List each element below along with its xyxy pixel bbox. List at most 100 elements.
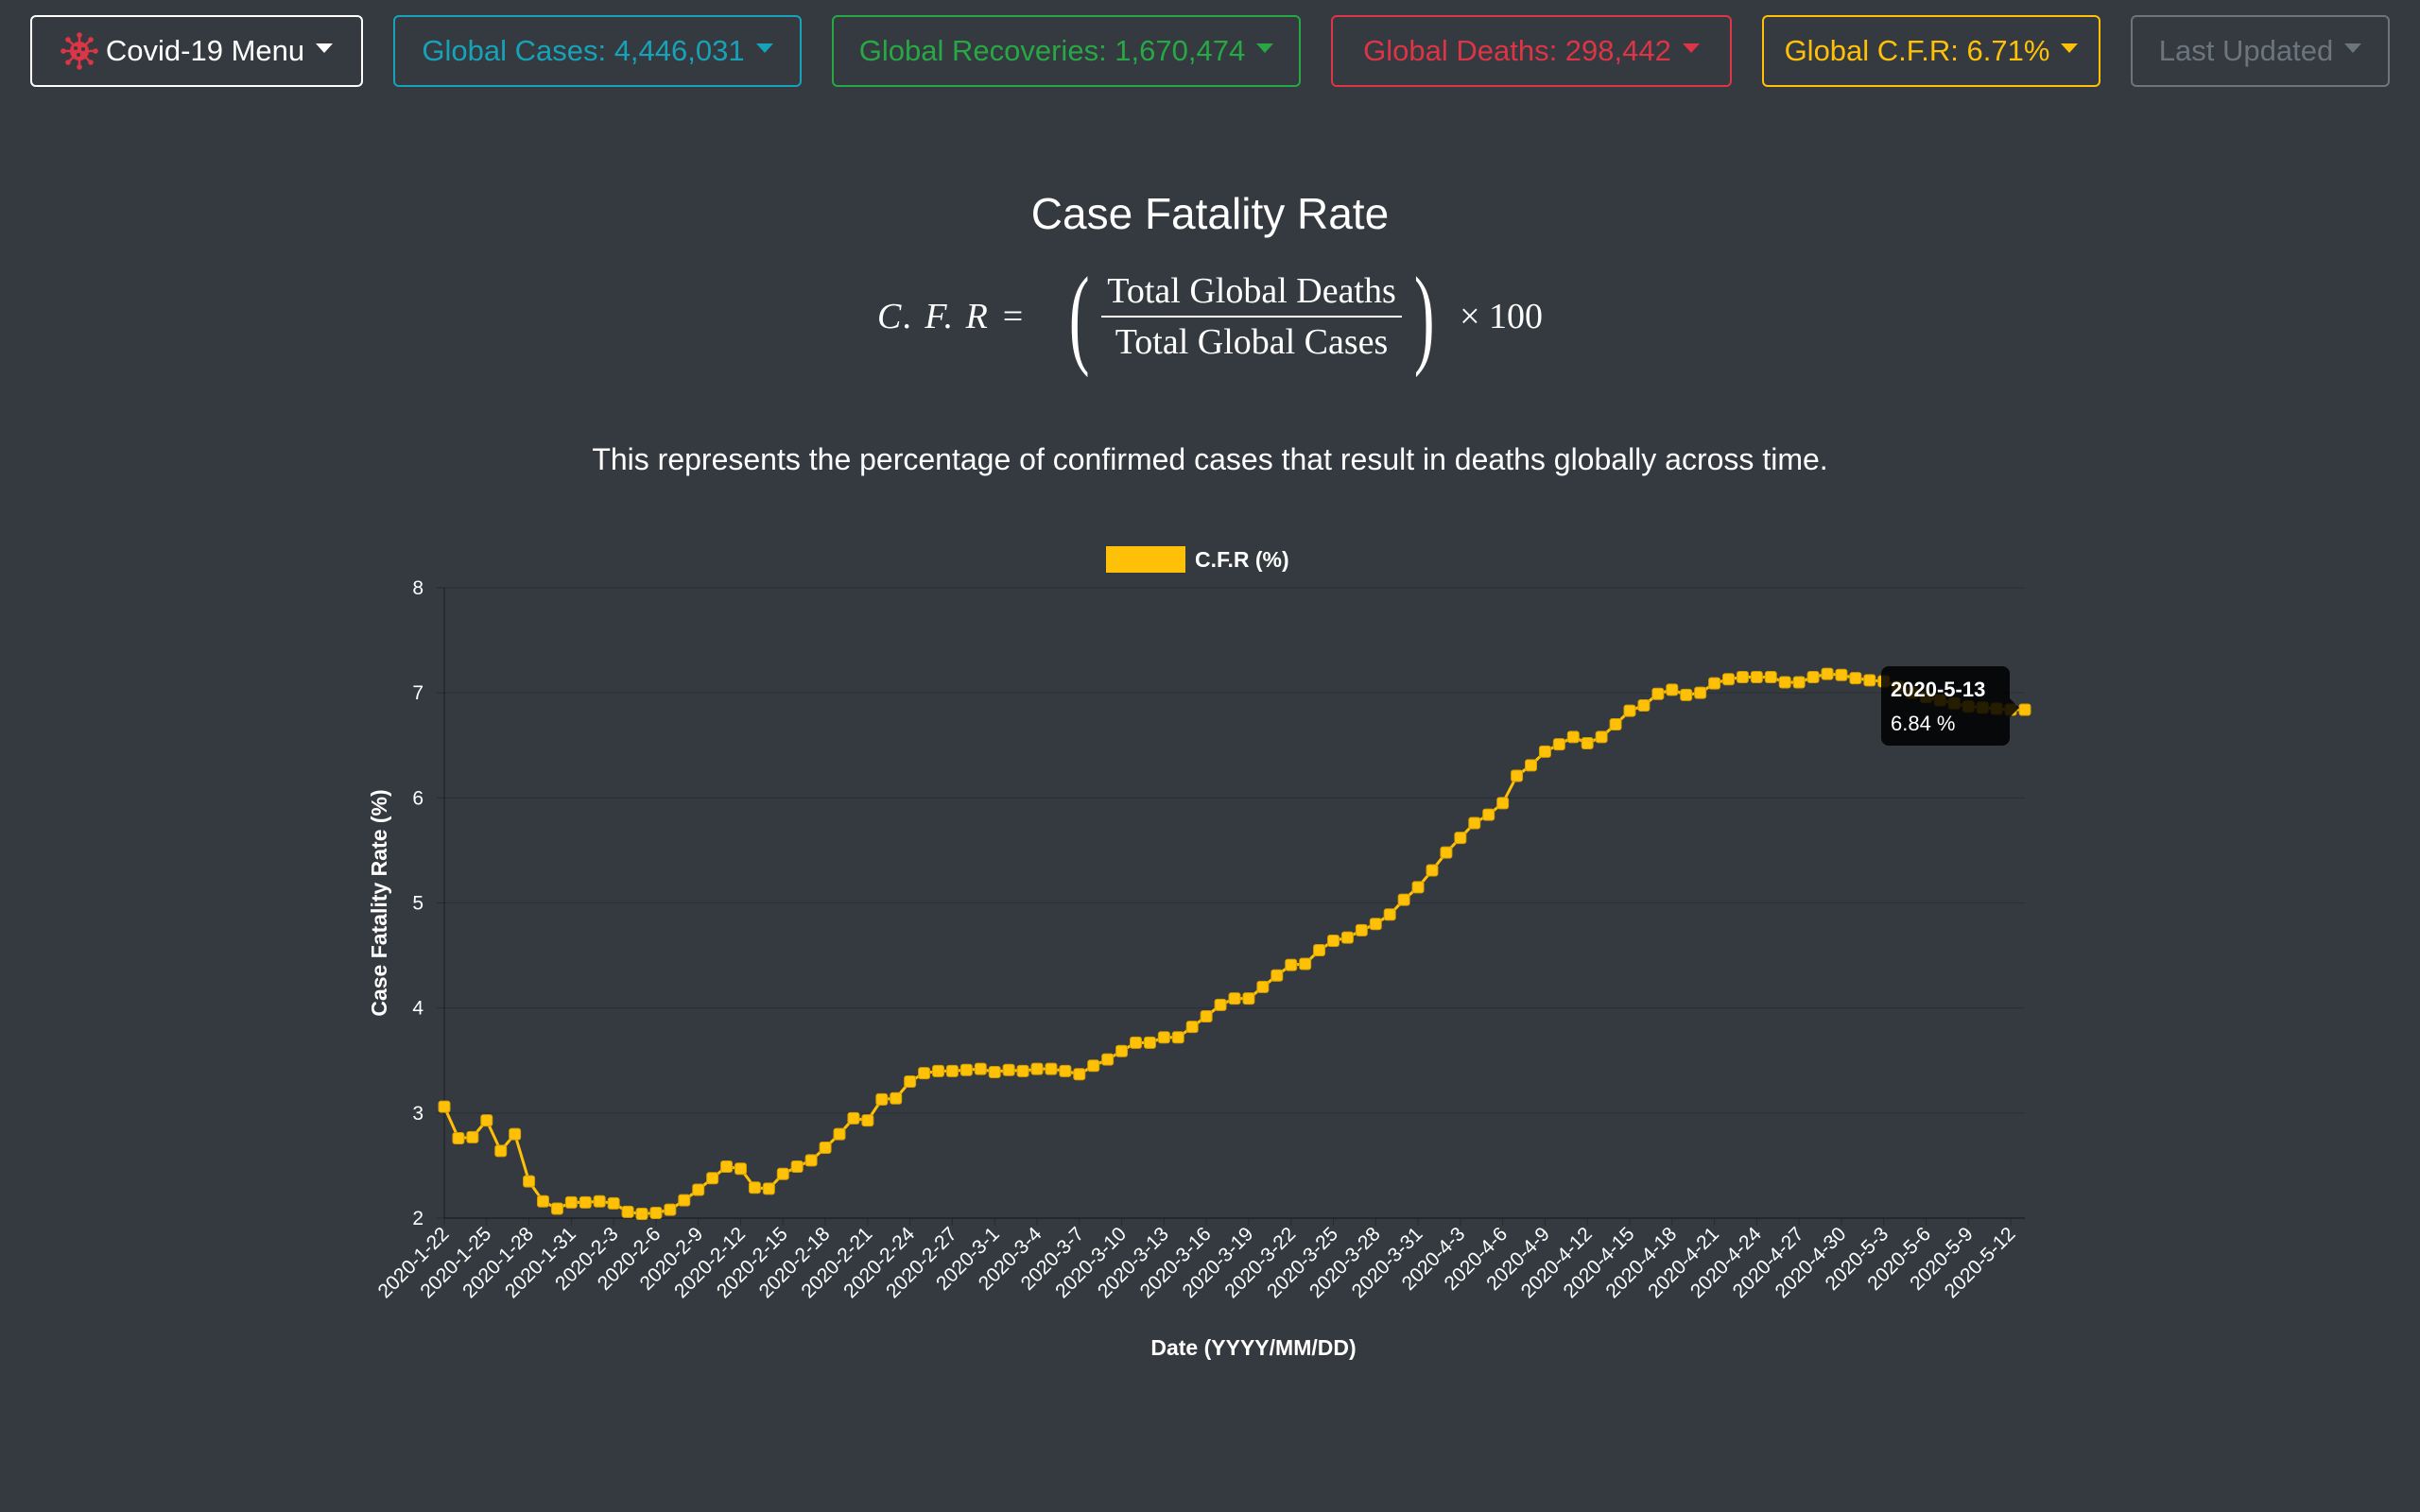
global-recoveries-label: Global Recoveries: 1,670,474	[858, 34, 1246, 67]
global-cases-button[interactable]: Global Cases: 4,446,031	[393, 15, 802, 87]
formula-left-paren: (	[1068, 254, 1090, 378]
data-point	[735, 1162, 747, 1176]
cfr-formula: C. F. R = ( Total Global Deaths Total Gl…	[0, 261, 2420, 372]
data-point	[1256, 980, 1270, 993]
data-point	[776, 1167, 789, 1180]
data-point	[1270, 969, 1284, 982]
data-point	[1059, 1064, 1072, 1077]
data-point	[452, 1132, 465, 1145]
data-point	[1468, 816, 1481, 830]
global-cases-label: Global Cases: 4,446,031	[422, 34, 745, 67]
data-point	[1666, 683, 1679, 696]
chevron-down-icon	[2061, 43, 2079, 53]
global-deaths-button[interactable]: Global Deaths: 298,442	[1331, 15, 1732, 87]
data-point	[1821, 667, 1834, 680]
chevron-down-icon	[755, 43, 773, 53]
formula-right-paren: )	[1413, 254, 1435, 378]
global-cfr-button[interactable]: Global C.F.R: 6.71%	[1762, 15, 2100, 87]
data-point	[1595, 730, 1608, 744]
page-subtitle: This represents the percentage of confir…	[592, 442, 1828, 476]
covid-menu-button[interactable]: Covid-19 Menu	[30, 15, 363, 87]
x-axis-title: Date (YYYY/MM/DD)	[1150, 1335, 1356, 1360]
formula-multiplier: × 100	[1460, 297, 1544, 336]
global-cfr-label: Global C.F.R: 6.71%	[1784, 34, 2050, 67]
data-point	[861, 1114, 874, 1127]
page-title: Case Fatality Rate	[1030, 188, 1390, 238]
data-point	[1623, 704, 1636, 717]
data-point	[1313, 944, 1326, 957]
tooltip-caret	[2010, 697, 2019, 717]
y-tick-label: 8	[412, 577, 424, 599]
data-point	[466, 1130, 479, 1143]
data-point	[692, 1183, 705, 1196]
navbar: Covid-19 Menu Global Cases: 4,446,031 Gl…	[0, 0, 2420, 104]
data-point	[1340, 931, 1354, 944]
data-point	[1778, 676, 1791, 689]
global-deaths-label: Global Deaths: 298,442	[1363, 34, 1671, 67]
data-point	[1708, 677, 1721, 690]
data-point	[1073, 1068, 1086, 1081]
data-point	[2018, 703, 2031, 716]
chevron-down-icon	[1256, 43, 1274, 53]
data-point	[875, 1092, 889, 1106]
data-point	[1525, 759, 1537, 772]
data-point	[635, 1208, 648, 1221]
data-point	[1101, 1053, 1115, 1066]
tooltip-date: 2020-5-13	[1891, 678, 1985, 701]
tooltip-value: 6.84 %	[1891, 712, 1956, 735]
legend-swatch	[1106, 546, 1185, 573]
data-point	[1722, 673, 1735, 686]
data-point	[1411, 881, 1425, 894]
data-point	[1736, 670, 1749, 683]
tooltip-box	[1881, 665, 2010, 746]
data-point	[1369, 918, 1382, 931]
data-point	[1538, 745, 1551, 758]
data-point	[621, 1205, 634, 1218]
data-point	[1511, 769, 1524, 782]
data-point	[1637, 699, 1651, 713]
data-point	[1327, 935, 1340, 948]
data-point	[1242, 992, 1255, 1005]
data-point	[890, 1091, 903, 1105]
data-point	[804, 1154, 818, 1167]
data-point	[1185, 1021, 1199, 1034]
data-point	[664, 1203, 677, 1216]
data-point	[1200, 1010, 1213, 1023]
data-point	[1285, 958, 1298, 971]
data-point	[988, 1065, 1001, 1078]
data-point	[438, 1100, 451, 1113]
data-point	[1383, 908, 1396, 921]
data-point	[1130, 1036, 1142, 1049]
data-point	[1496, 797, 1510, 810]
data-point	[1045, 1062, 1058, 1075]
data-point	[1143, 1036, 1156, 1049]
data-point	[523, 1175, 536, 1188]
data-point	[974, 1062, 987, 1075]
data-point	[537, 1194, 549, 1208]
data-point	[720, 1160, 734, 1174]
data-point	[1228, 992, 1241, 1005]
data-point	[847, 1111, 860, 1125]
data-point	[480, 1114, 493, 1127]
data-point	[932, 1064, 944, 1077]
cfr-line-chart: 23456782020-1-222020-1-252020-1-282020-1…	[367, 546, 2031, 1360]
data-point	[1566, 730, 1580, 744]
data-point	[1397, 893, 1410, 906]
y-tick-label: 6	[412, 787, 424, 809]
last-updated-label: Last Updated	[2158, 34, 2334, 67]
data-point	[1764, 670, 1777, 683]
data-point	[790, 1160, 804, 1174]
data-point	[509, 1127, 522, 1141]
data-point	[579, 1195, 592, 1209]
formula-denominator: Total Global Cases	[1115, 322, 1389, 362]
data-point	[1835, 668, 1848, 681]
data-point	[762, 1182, 775, 1195]
formula-fraction: Total Global Deaths Total Global Cases	[1101, 270, 1402, 363]
chevron-down-icon	[316, 43, 334, 53]
cfr-chart: 2 3 4 5 6 7 8 2020-1-22 2020-1-25 2020-1-28 2020-1…	[350, 529, 2051, 1380]
chevron-down-icon	[2344, 43, 2362, 53]
global-recoveries-button[interactable]: Global Recoveries: 1,670,474	[832, 15, 1301, 87]
data-point	[959, 1063, 973, 1076]
virus-icon	[60, 32, 98, 70]
last-updated-button[interactable]: Last Updated	[2131, 15, 2390, 87]
